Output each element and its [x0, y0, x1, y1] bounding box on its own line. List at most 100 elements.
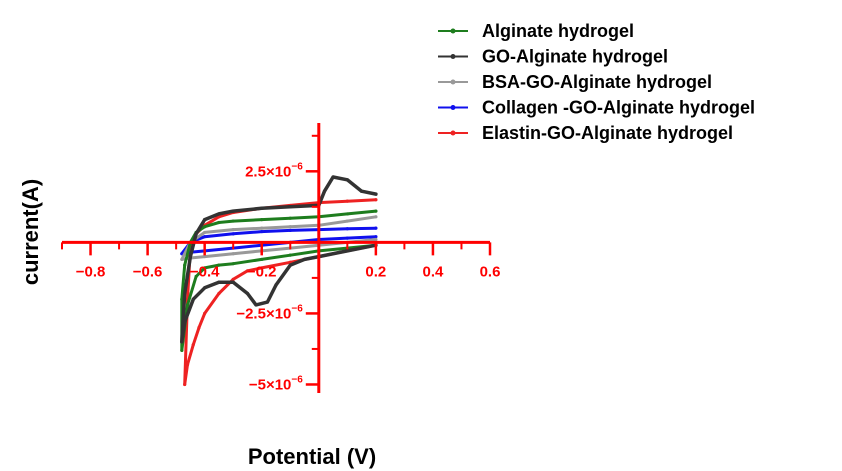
legend-label: Elastin-GO-Alginate hydrogel — [482, 123, 733, 143]
data-point — [288, 216, 292, 220]
data-point — [185, 303, 190, 307]
data-point — [260, 266, 264, 270]
data-point — [180, 348, 184, 352]
x-tick-label: 0.2 — [365, 263, 386, 280]
x-tick-label: 0.6 — [480, 263, 501, 280]
legend: Alginate hydrogel GO-Alginate hydrogel BSA… — [438, 21, 755, 143]
x-axis-title: Potential (V) — [248, 444, 376, 469]
legend-entry: BSA-GO-Alginate hydrogel — [438, 72, 712, 92]
data-point — [374, 226, 378, 230]
data-point — [288, 225, 292, 229]
x-tick-label: −0.6 — [133, 263, 163, 280]
data-point — [203, 230, 207, 235]
data-point — [374, 235, 378, 239]
legend-entry: Collagen -GO-Alginate hydrogel — [438, 98, 755, 118]
x-ticks: −0.8 −0.6 −0.4 −0.2 0.2 0.4 0.6 — [61, 242, 501, 280]
legend-label: GO-Alginate hydrogel — [482, 47, 668, 67]
data-point — [203, 254, 207, 259]
data-point — [322, 189, 327, 193]
data-point — [203, 286, 207, 290]
data-point — [183, 263, 187, 267]
data-point — [374, 237, 378, 242]
legend-entry: GO-Alginate hydrogel — [438, 47, 668, 67]
data-point — [345, 178, 349, 182]
data-point — [260, 257, 264, 262]
data-point — [345, 249, 349, 253]
legend-label: Alginate hydrogel — [482, 21, 634, 41]
data-point — [203, 311, 207, 316]
data-point — [217, 291, 221, 296]
legend-marker — [450, 105, 456, 110]
data-point — [217, 212, 221, 216]
data-point — [194, 232, 198, 236]
y-ticks: 2.5×10−6 −2.5×10−6 −5×10−6 — [236, 134, 319, 393]
data-point — [245, 269, 250, 273]
data-point — [231, 280, 235, 284]
y-tick-label: −2.5×10−6 — [236, 303, 303, 322]
data-point — [260, 229, 264, 234]
data-point — [183, 320, 187, 324]
data-point — [360, 189, 364, 193]
data-point — [374, 215, 378, 219]
data-point — [217, 220, 221, 225]
data-point — [231, 262, 235, 266]
y-tick-label: −5×10−6 — [249, 374, 303, 393]
data-point — [231, 252, 235, 256]
data-point — [245, 291, 250, 296]
data-point — [260, 218, 264, 222]
data-point — [185, 362, 190, 367]
legend-entry: Elastin-GO-Alginate hydrogel — [438, 123, 733, 143]
data-point — [203, 266, 207, 270]
data-point — [302, 257, 307, 262]
legend-label: BSA-GO-Alginate hydrogel — [482, 72, 712, 92]
data-point — [231, 227, 235, 232]
data-point — [274, 283, 278, 287]
data-point — [180, 257, 184, 262]
data-point — [231, 219, 235, 223]
legend-marker — [450, 54, 456, 59]
data-point — [260, 206, 264, 210]
data-point — [183, 291, 187, 296]
legend-marker — [450, 130, 456, 136]
y-axis-title: current(A) — [18, 179, 43, 285]
data-point — [180, 340, 184, 344]
legend-marker — [450, 28, 456, 34]
data-point — [203, 218, 207, 222]
data-point — [345, 199, 349, 203]
legend-marker — [450, 79, 456, 85]
data-point — [288, 205, 292, 209]
data-point — [217, 280, 221, 284]
data-point — [331, 175, 335, 179]
data-point — [197, 326, 201, 330]
data-point — [217, 263, 221, 267]
data-point — [288, 263, 292, 267]
data-point — [374, 192, 378, 196]
data-point — [231, 277, 235, 281]
data-point — [345, 219, 349, 223]
x-tick-label: 0.4 — [423, 263, 445, 280]
data-point — [191, 297, 195, 301]
data-point — [183, 382, 187, 387]
data-point — [345, 212, 349, 216]
legend-label: Collagen -GO-Alginate hydrogel — [482, 98, 755, 118]
data-point — [191, 343, 195, 347]
data-point — [260, 226, 264, 230]
data-point — [203, 225, 207, 229]
data-point — [345, 236, 349, 240]
data-point — [188, 254, 192, 259]
legend-entry: Alginate hydrogel — [438, 21, 634, 41]
data-point — [288, 228, 292, 233]
x-tick-label: −0.4 — [190, 263, 220, 280]
data-point — [254, 303, 258, 307]
data-point — [345, 227, 349, 231]
data-point — [194, 274, 198, 279]
y-tick-label: 2.5×10−6 — [245, 161, 303, 180]
x-tick-label: −0.2 — [247, 263, 277, 280]
data-point — [265, 300, 270, 304]
data-point — [288, 253, 292, 257]
data-point — [374, 209, 378, 213]
data-point — [203, 235, 207, 239]
data-point — [231, 209, 235, 213]
data-point — [231, 232, 235, 236]
